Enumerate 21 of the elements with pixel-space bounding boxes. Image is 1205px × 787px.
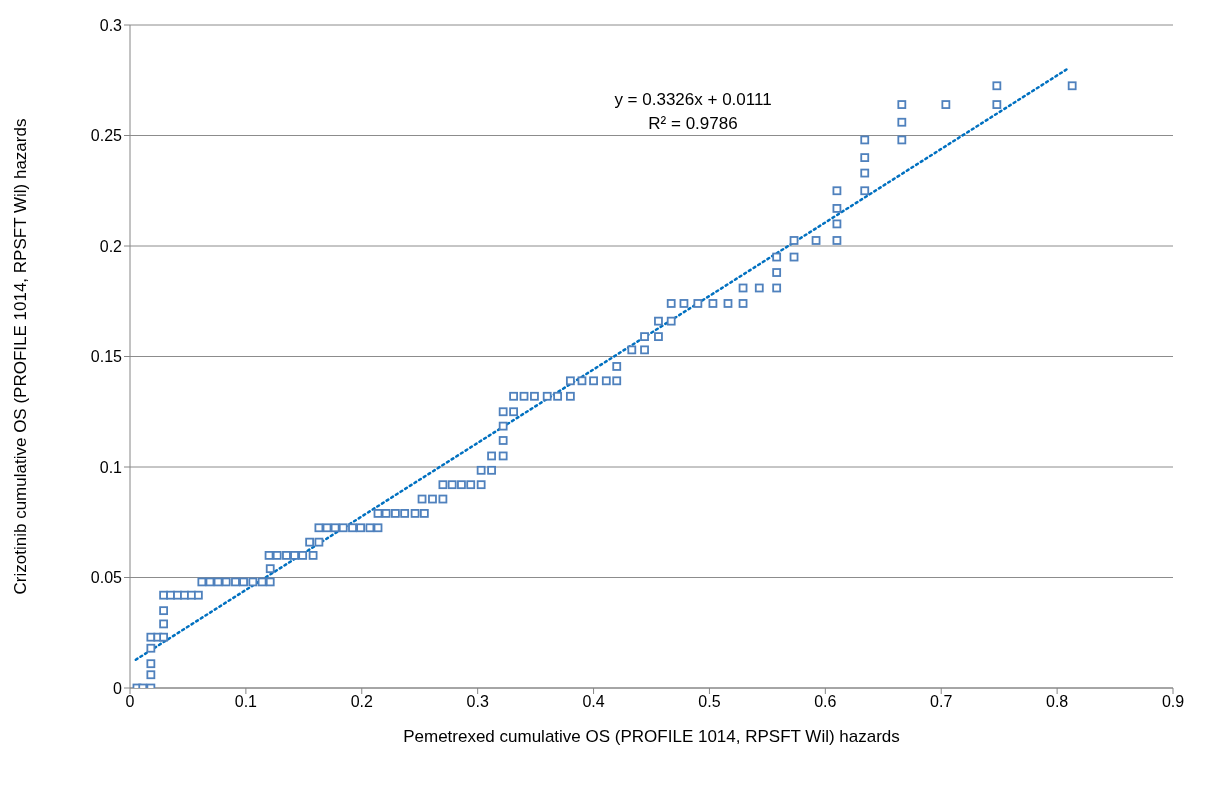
y-tick-label: 0 bbox=[113, 679, 123, 697]
annotation: R² = 0.9786 bbox=[647, 113, 739, 135]
x-tick-label: 0.2 bbox=[350, 693, 373, 711]
x-tick-label: 0.7 bbox=[930, 693, 953, 711]
y-tick-label: 0.05 bbox=[90, 569, 123, 587]
x-tick-label: 0 bbox=[125, 693, 135, 711]
y-tick-label: 0.1 bbox=[99, 458, 123, 476]
y-tick-label: 0.25 bbox=[90, 127, 123, 145]
y-axis-title: Crizotinib cumulative OS (PROFILE 1014, RPSFT Wil) hazards bbox=[11, 118, 31, 595]
annotation: y = 0.3326x + 0.0111 bbox=[613, 89, 773, 111]
y-tick-label: 0.15 bbox=[90, 348, 123, 366]
x-tick-label: 0.3 bbox=[466, 693, 489, 711]
x-tick-label: 0.4 bbox=[582, 693, 605, 711]
x-axis-title: Pemetrexed cumulative OS (PROFILE 1014, RPSFT Wil) hazards bbox=[403, 727, 900, 746]
y-tick-label: 0.3 bbox=[99, 16, 123, 34]
x-tick-label: 0.1 bbox=[234, 693, 258, 711]
y-tick-label: 0.2 bbox=[99, 237, 123, 255]
x-tick-label: 0.6 bbox=[814, 693, 837, 711]
x-tick-label: 0.9 bbox=[1161, 693, 1185, 711]
x-tick-label: 0.8 bbox=[1045, 693, 1069, 711]
x-tick-label: 0.5 bbox=[698, 693, 721, 711]
